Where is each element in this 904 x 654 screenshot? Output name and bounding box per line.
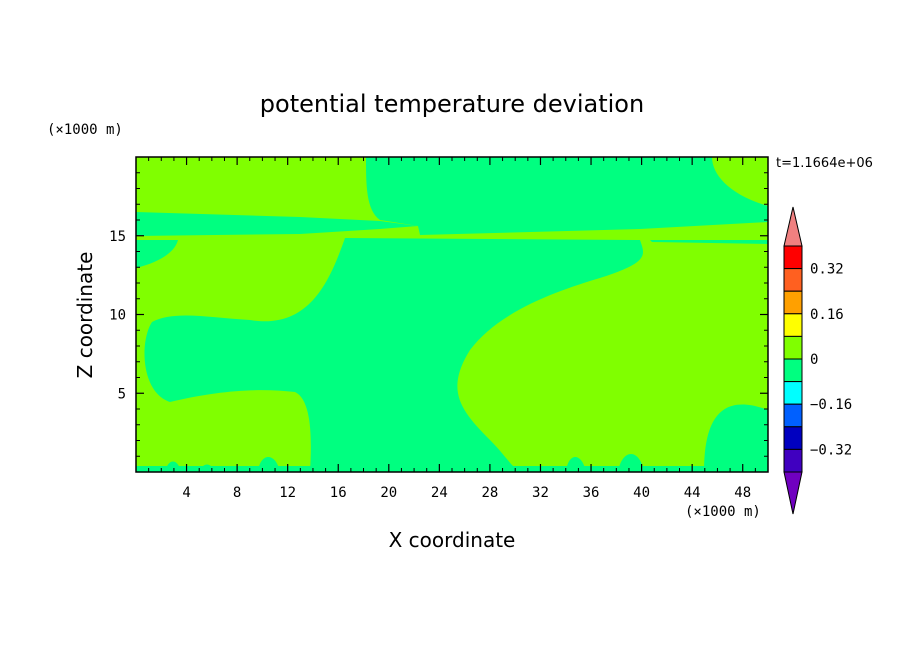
x-tick-label: 24 [431, 485, 448, 501]
negative-regions [136, 157, 768, 472]
y-scale-label: (×1000 m) [47, 122, 123, 138]
colorbar-box [783, 426, 803, 450]
colorbar-label: −0.32 [810, 442, 852, 458]
x-scale-label: (×1000 m) [685, 504, 761, 520]
x-tick-label: 16 [330, 485, 347, 501]
x-tick-label: 32 [532, 485, 549, 501]
colorbar-box [783, 313, 803, 337]
colorbar-label: 0.32 [810, 262, 844, 278]
colorbar-top-arrow [783, 206, 803, 247]
colorbar-box [783, 403, 803, 428]
colorbar-box [783, 268, 803, 292]
contour-region-upper-band [136, 212, 418, 236]
colorbar-bottom-arrow [783, 471, 803, 515]
contour-region-lower-right [704, 404, 768, 472]
x-tick-label: 40 [633, 485, 650, 501]
contour-region-right-strip [650, 240, 768, 244]
contour-region-top-middle [366, 157, 768, 235]
colorbar-box [783, 290, 803, 315]
colorbar-box [783, 245, 803, 270]
x-tick-label: 8 [233, 485, 241, 501]
contour-region-central [144, 238, 644, 472]
colorbar-box [783, 358, 803, 383]
colorbar-box [783, 448, 803, 473]
x-tick-label: 12 [279, 485, 296, 501]
y-tick-group: 5 10 15 [109, 172, 768, 457]
contour-region-left-strip [136, 240, 178, 268]
y-axis-label: Z coordinate [73, 252, 97, 379]
y-tick-label: 15 [109, 229, 126, 245]
colorbar-label: 0.16 [810, 307, 844, 323]
x-axis-label: X coordinate [389, 528, 516, 552]
x-tick-label: 4 [182, 485, 190, 501]
x-tick-label: 48 [734, 485, 751, 501]
colorbar: 0.32 0.16 0 −0.16 −0.32 [783, 206, 852, 515]
colorbar-label: 0 [810, 352, 818, 368]
colorbar-box [783, 381, 803, 405]
x-tick-label: 28 [481, 485, 498, 501]
x-tick-label: 44 [684, 485, 701, 501]
x-tick-group: 4 8 12 16 20 24 28 32 36 40 44 48 [148, 157, 756, 501]
time-label: t=1.1664e+06 [776, 156, 873, 171]
x-tick-label: 20 [380, 485, 397, 501]
x-tick-label: 36 [583, 485, 600, 501]
chart-title: potential temperature deviation [260, 90, 644, 118]
y-tick-label: 5 [118, 386, 126, 402]
colorbar-label: −0.16 [810, 397, 852, 413]
y-tick-label: 10 [109, 308, 126, 324]
colorbar-box [783, 335, 803, 360]
